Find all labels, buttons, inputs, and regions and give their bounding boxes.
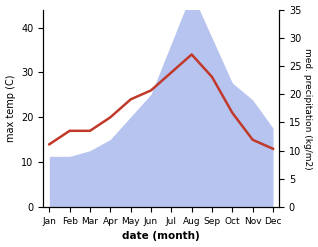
Y-axis label: med. precipitation (kg/m2): med. precipitation (kg/m2) <box>303 48 313 169</box>
Y-axis label: max temp (C): max temp (C) <box>5 75 16 142</box>
X-axis label: date (month): date (month) <box>122 231 200 242</box>
